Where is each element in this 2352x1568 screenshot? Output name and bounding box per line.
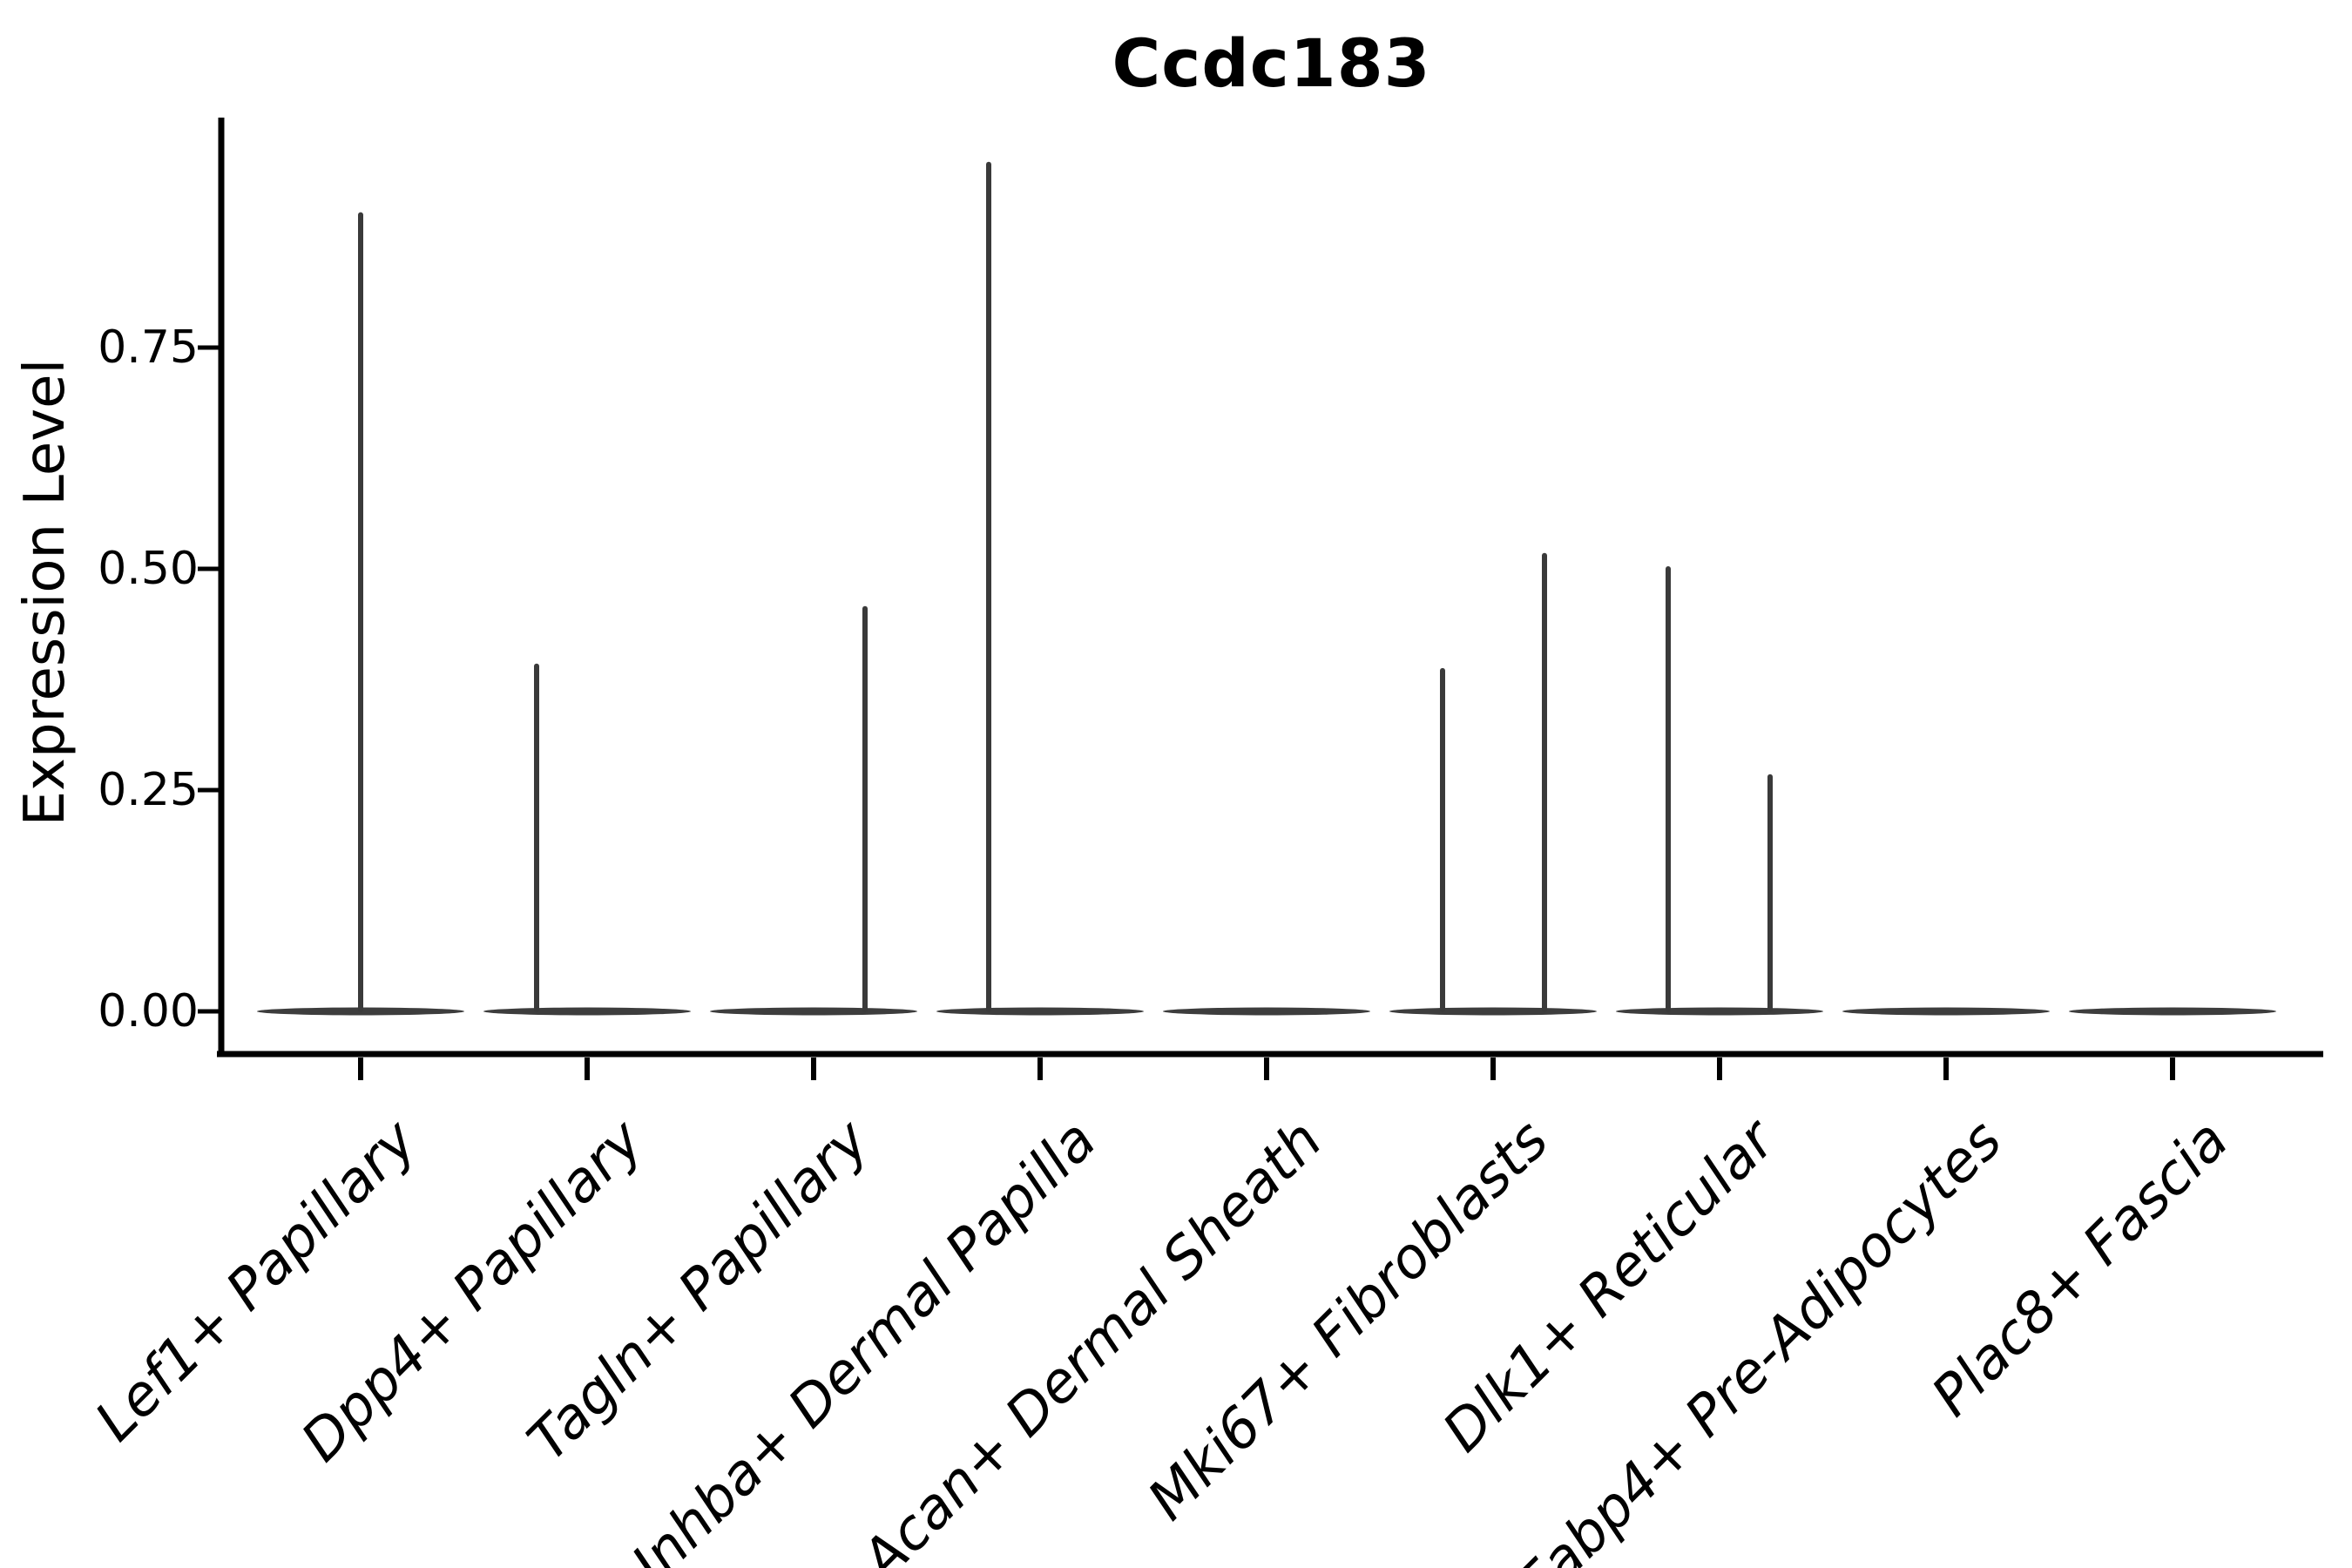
chart-title: Ccdc183: [1112, 24, 1431, 102]
violin-body: [1842, 1007, 2050, 1016]
y-tick-label: 0.00: [98, 985, 199, 1037]
violin-body: [483, 1007, 691, 1016]
violin-body: [1163, 1007, 1370, 1016]
y-tick-label: 0.25: [98, 764, 199, 816]
y-tick-label: 0.75: [98, 321, 199, 374]
violin-body: [2069, 1007, 2276, 1016]
violin-body: [1389, 1007, 1597, 1016]
violin-body: [1616, 1007, 1823, 1016]
violin-body: [710, 1007, 917, 1016]
y-tick-label: 0.50: [98, 543, 199, 595]
violin-body: [936, 1007, 1144, 1016]
y-axis-label: Expression Level: [13, 358, 78, 827]
